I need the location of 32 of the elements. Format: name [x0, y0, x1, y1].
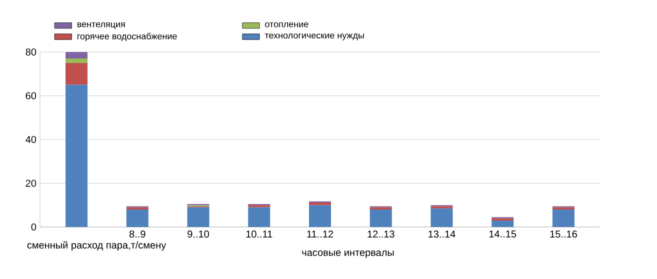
y-tick-label: 80 — [26, 48, 36, 56]
x-tick-label: 9..10 — [188, 230, 209, 238]
x-tick-label: 15..16 — [550, 230, 577, 238]
y-tick-label: 40 — [26, 136, 36, 144]
bar — [66, 52, 88, 59]
bar — [66, 84, 88, 227]
legend-label: горячее водоснабжение — [78, 32, 177, 42]
x-tick-label: 12..13 — [368, 230, 394, 238]
bar — [248, 207, 270, 227]
bar — [370, 210, 392, 227]
y-tick-label: 20 — [26, 180, 36, 187]
bar — [66, 62, 88, 85]
bar — [430, 208, 453, 227]
x-axis-title: часовые интервалы — [302, 250, 394, 258]
bar — [552, 210, 574, 227]
legend-label: технологические нужды — [264, 34, 364, 40]
bar — [492, 220, 514, 227]
bar — [308, 205, 331, 227]
x-tick-label: 13..14 — [428, 230, 456, 238]
y-tick-label: 0 — [31, 223, 36, 231]
bar — [126, 210, 148, 227]
x-tick-label: 8..9 — [129, 230, 146, 238]
legend-label: отопление — [265, 22, 308, 28]
bar — [66, 58, 88, 63]
y-tick-label: 60 — [26, 92, 36, 100]
x-tick-label: сменный расход пара,т/смену — [27, 241, 166, 251]
x-tick-label: 10..11 — [246, 230, 272, 238]
x-tick-label: 11..12 — [307, 230, 334, 238]
bar — [308, 202, 331, 206]
bar — [187, 207, 210, 227]
legend-label: вентеляция — [78, 22, 125, 29]
x-tick-label: 14..15 — [489, 230, 516, 238]
